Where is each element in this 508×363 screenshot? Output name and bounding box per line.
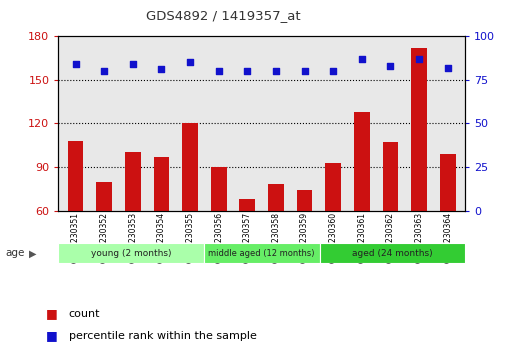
Text: ■: ■ [46, 307, 57, 321]
Point [443, 65, 452, 70]
Bar [239, 199, 255, 211]
Bar [153, 157, 169, 211]
Text: ▶: ▶ [29, 248, 37, 258]
Point [243, 68, 251, 74]
Text: ■: ■ [46, 329, 57, 342]
Bar [383, 142, 398, 211]
Text: middle aged (12 months): middle aged (12 months) [208, 249, 315, 258]
Bar [440, 154, 456, 211]
Bar [297, 190, 312, 211]
Text: age: age [5, 248, 24, 258]
Point [186, 60, 194, 65]
Text: young (2 months): young (2 months) [91, 249, 171, 258]
Point [272, 68, 280, 74]
Bar [325, 163, 341, 211]
Bar [268, 184, 284, 211]
Text: GDS4892 / 1419357_at: GDS4892 / 1419357_at [146, 9, 301, 22]
Point [415, 56, 423, 62]
Bar [354, 112, 370, 211]
Point [72, 61, 80, 67]
Text: percentile rank within the sample: percentile rank within the sample [69, 331, 257, 341]
Bar [125, 152, 141, 211]
Point [358, 56, 366, 62]
Point [100, 68, 108, 74]
Bar [204, 243, 320, 263]
Point [157, 66, 166, 72]
Bar [411, 48, 427, 211]
Text: aged (24 months): aged (24 months) [352, 249, 432, 258]
Text: count: count [69, 309, 100, 319]
Bar [320, 243, 465, 263]
Point [387, 63, 395, 69]
Point [214, 68, 223, 74]
Point [329, 68, 337, 74]
Bar [182, 123, 198, 211]
Bar [58, 243, 204, 263]
Bar [68, 141, 83, 211]
Bar [97, 182, 112, 211]
Point [301, 68, 309, 74]
Bar [211, 167, 227, 211]
Point [129, 61, 137, 67]
